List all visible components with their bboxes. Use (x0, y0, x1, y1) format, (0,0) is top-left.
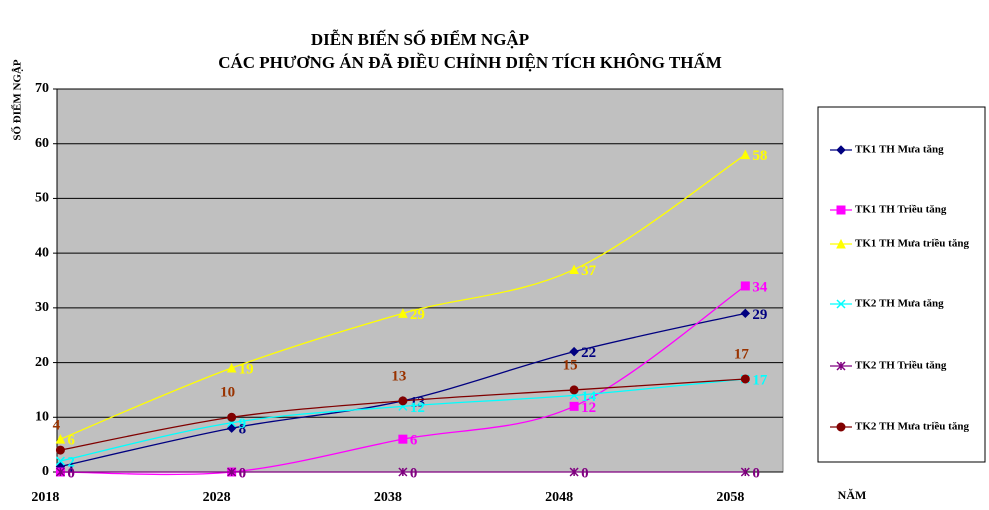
marker (740, 308, 751, 319)
data-label: 29 (410, 307, 425, 323)
y-axis-label: SỐ ĐIỂM NGẬP (11, 59, 24, 141)
marker (398, 467, 408, 477)
data-label: 29 (752, 307, 767, 323)
y-tick-label: 60 (35, 136, 49, 151)
data-label: 0 (67, 465, 75, 481)
data-label: 22 (581, 345, 596, 361)
data-label: 19 (239, 361, 254, 377)
data-label: 12 (410, 400, 425, 416)
marker (398, 434, 408, 444)
data-label: 12 (581, 400, 596, 416)
x-tick-label: 2038 (374, 490, 402, 505)
marker (398, 308, 408, 318)
legend-label: TK2 TH Mưa tăng (855, 298, 944, 310)
x-axis-label: NĂM (838, 488, 867, 502)
marker (227, 467, 237, 477)
data-label: 9 (239, 416, 247, 432)
series: 4 10 13 15 17 (53, 346, 750, 455)
data-label: 0 (410, 465, 418, 481)
data-label: 0 (67, 465, 75, 481)
data-label: 8 (239, 422, 247, 438)
data-label: 4 (53, 418, 61, 434)
data-label: 10 (220, 385, 235, 401)
marker (836, 299, 846, 309)
legend-label: TK1 TH Mưa triều tăng (855, 238, 969, 250)
legend-label: TK1 TH Mưa tăng (855, 144, 944, 156)
data-label: 6 (410, 433, 418, 449)
marker (55, 434, 66, 444)
marker (398, 396, 408, 406)
data-label: 17 (752, 372, 768, 388)
data-label: 0 (239, 465, 247, 481)
data-label: 37 (581, 263, 597, 279)
data-label: 58 (752, 148, 767, 164)
marker (740, 374, 750, 384)
data-label: 0 (239, 465, 247, 481)
y-tick-label: 70 (35, 81, 49, 96)
data-label: 6 (67, 433, 75, 449)
y-tick-label: 50 (35, 191, 49, 206)
series: 0 0 0 0 0 (55, 465, 760, 481)
marker (569, 467, 579, 477)
marker (55, 445, 65, 455)
data-label: 2 (67, 454, 75, 470)
data-label: 0 (581, 465, 589, 481)
marker (569, 385, 579, 395)
marker (836, 422, 846, 432)
marker (740, 467, 750, 477)
legend-label: TK2 TH Triều tăng (855, 360, 947, 372)
marker (740, 281, 750, 291)
y-tick-label: 20 (35, 355, 49, 370)
x-tick-label: 2048 (545, 490, 573, 505)
marker (836, 361, 846, 371)
x-tick-label: 2018 (31, 490, 59, 505)
data-label: 13 (391, 368, 406, 384)
marker (569, 346, 579, 357)
chart-title: DIỄN BIẾN SỐ ĐIỂM NGẬP (311, 29, 529, 49)
marker (836, 238, 846, 249)
plot-area (56, 88, 784, 473)
x-tick-label: 2058 (716, 490, 744, 505)
chart-subtitle: CÁC PHƯƠNG ÁN ĐÃ ĐIỀU CHỈNH DIỆN TÍCH KH… (218, 53, 722, 72)
x-tick-label: 2028 (203, 490, 231, 505)
data-label: 0 (752, 465, 760, 481)
y-tick-label: 30 (35, 300, 49, 315)
marker (226, 362, 237, 373)
marker (836, 205, 846, 215)
marker (55, 467, 65, 477)
legend (817, 106, 986, 463)
marker (55, 456, 65, 466)
data-label: 15 (563, 357, 578, 373)
y-tick-label: 0 (42, 464, 49, 479)
data-label: 17 (734, 346, 750, 362)
y-tick-label: 10 (35, 410, 49, 425)
series: 6 19 29 37 58 (55, 148, 767, 449)
legend-label: TK2 TH Mưa triều tăng (855, 421, 969, 433)
marker (227, 412, 237, 422)
marker (740, 149, 751, 160)
data-label: 34 (752, 279, 768, 295)
data-label: 14 (581, 389, 597, 405)
data-label: 1 (67, 460, 75, 476)
marker (569, 401, 579, 411)
y-tick-label: 40 (35, 245, 49, 260)
marker (836, 145, 846, 155)
data-label: 13 (410, 394, 425, 410)
marker (569, 264, 579, 275)
marker (226, 423, 237, 433)
legend-label: TK1 TH Triều tăng (855, 204, 947, 216)
